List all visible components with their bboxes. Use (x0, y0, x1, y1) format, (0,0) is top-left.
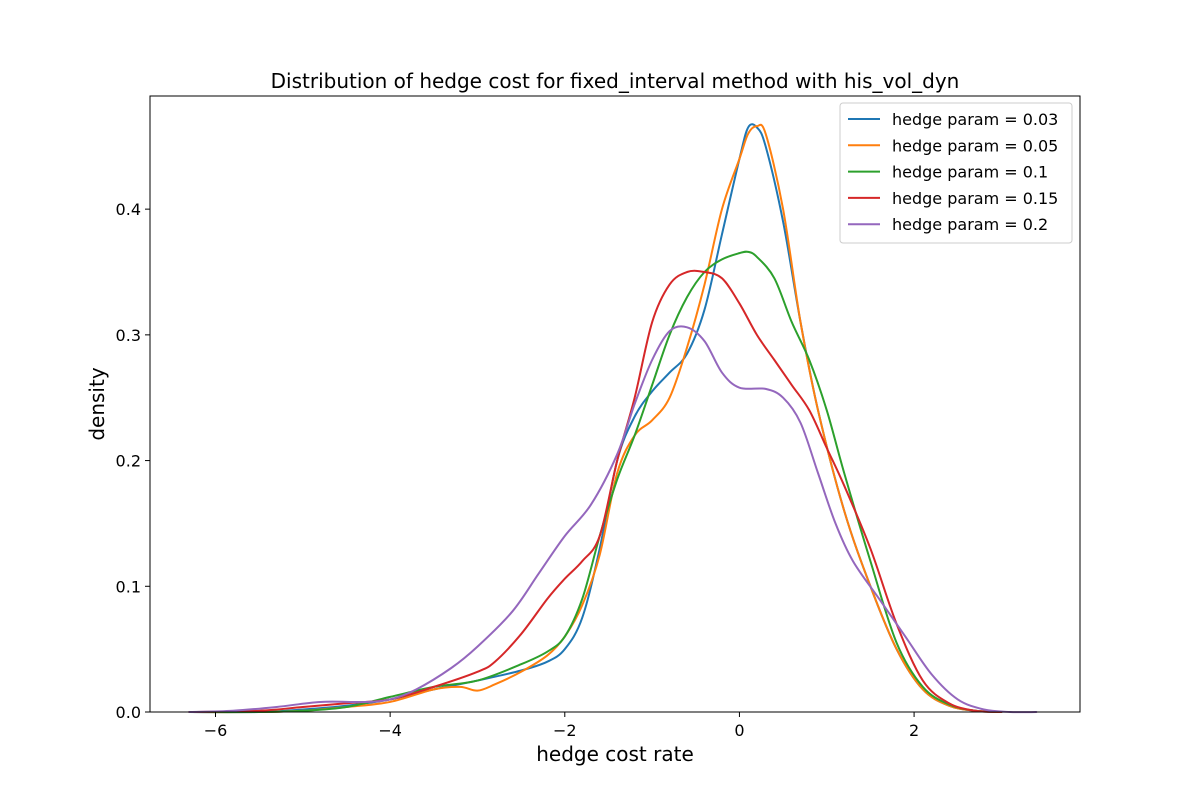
y-tick-label: 0.4 (116, 200, 141, 219)
legend-label: hedge param = 0.15 (892, 189, 1058, 208)
y-tick-label: 0.3 (116, 326, 141, 345)
plot-frame (149, 95, 1081, 713)
chart-title: Distribution of hedge cost for fixed_int… (271, 69, 960, 93)
x-tick-label: −2 (553, 721, 577, 740)
legend-label: hedge param = 0.1 (892, 163, 1048, 182)
x-tick-label: 0 (734, 721, 744, 740)
legend: hedge param = 0.03 hedge param = 0.05 hedg… (839, 102, 1073, 244)
x-tick-label: 2 (909, 721, 919, 740)
x-tick-label: −4 (378, 721, 402, 740)
series-line-4 (188, 269, 1003, 713)
x-tick-label: −6 (204, 721, 228, 740)
legend-label: hedge param = 0.03 (892, 110, 1058, 129)
series-line-2 (188, 123, 1003, 714)
x-axis-title: hedge cost rate (536, 742, 694, 766)
series-line-5 (188, 325, 1038, 714)
y-tick-label: 0.1 (116, 577, 141, 596)
y-axis-title: density (85, 367, 109, 440)
legend-label: hedge param = 0.05 (892, 136, 1058, 155)
x-axis: −6 −4 −2 0 2 (204, 712, 919, 740)
y-tick-label: 0.0 (116, 703, 141, 722)
y-axis: 0.0 0.1 0.2 0.3 0.4 (116, 200, 150, 722)
legend-box (839, 102, 1073, 244)
y-tick-label: 0.2 (116, 452, 141, 471)
plot-lines (188, 123, 1038, 714)
legend-label: hedge param = 0.2 (892, 215, 1048, 234)
series-line-3 (188, 250, 1003, 714)
